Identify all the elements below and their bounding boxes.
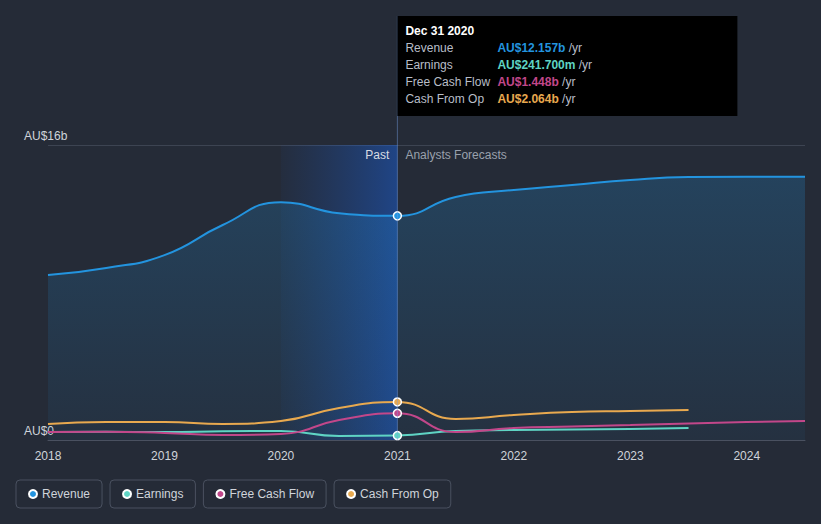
svg-text:Dec 31 2020: Dec 31 2020 — [405, 24, 474, 38]
svg-text:2021: 2021 — [384, 449, 411, 463]
svg-text:Cash From Op: Cash From Op — [360, 487, 439, 501]
svg-text:2019: 2019 — [151, 449, 178, 463]
svg-text:Revenue: Revenue — [405, 41, 453, 55]
svg-text:Revenue: Revenue — [42, 487, 90, 501]
svg-text:AU$0: AU$0 — [24, 424, 54, 438]
svg-text:/yr: /yr — [569, 41, 582, 55]
svg-text:2022: 2022 — [500, 449, 527, 463]
svg-text:Cash From Op: Cash From Op — [405, 92, 484, 106]
svg-text:Free Cash Flow: Free Cash Flow — [229, 487, 314, 501]
svg-text:AU$2.064b: AU$2.064b — [497, 92, 558, 106]
svg-text:Earnings: Earnings — [405, 58, 452, 72]
svg-text:AU$241.700m: AU$241.700m — [497, 58, 575, 72]
svg-text:Earnings: Earnings — [136, 487, 183, 501]
svg-text:AU$16b: AU$16b — [24, 129, 68, 143]
svg-text:/yr: /yr — [562, 75, 575, 89]
svg-text:2024: 2024 — [733, 449, 760, 463]
svg-text:2018: 2018 — [35, 449, 62, 463]
svg-text:/yr: /yr — [562, 92, 575, 106]
svg-text:2023: 2023 — [617, 449, 644, 463]
svg-text:Past: Past — [365, 148, 390, 162]
svg-text:/yr: /yr — [579, 58, 592, 72]
svg-text:AU$12.157b: AU$12.157b — [497, 41, 565, 55]
svg-text:Analysts Forecasts: Analysts Forecasts — [405, 148, 506, 162]
svg-text:Free Cash Flow: Free Cash Flow — [405, 75, 490, 89]
svg-text:AU$1.448b: AU$1.448b — [497, 75, 558, 89]
svg-text:2020: 2020 — [268, 449, 295, 463]
